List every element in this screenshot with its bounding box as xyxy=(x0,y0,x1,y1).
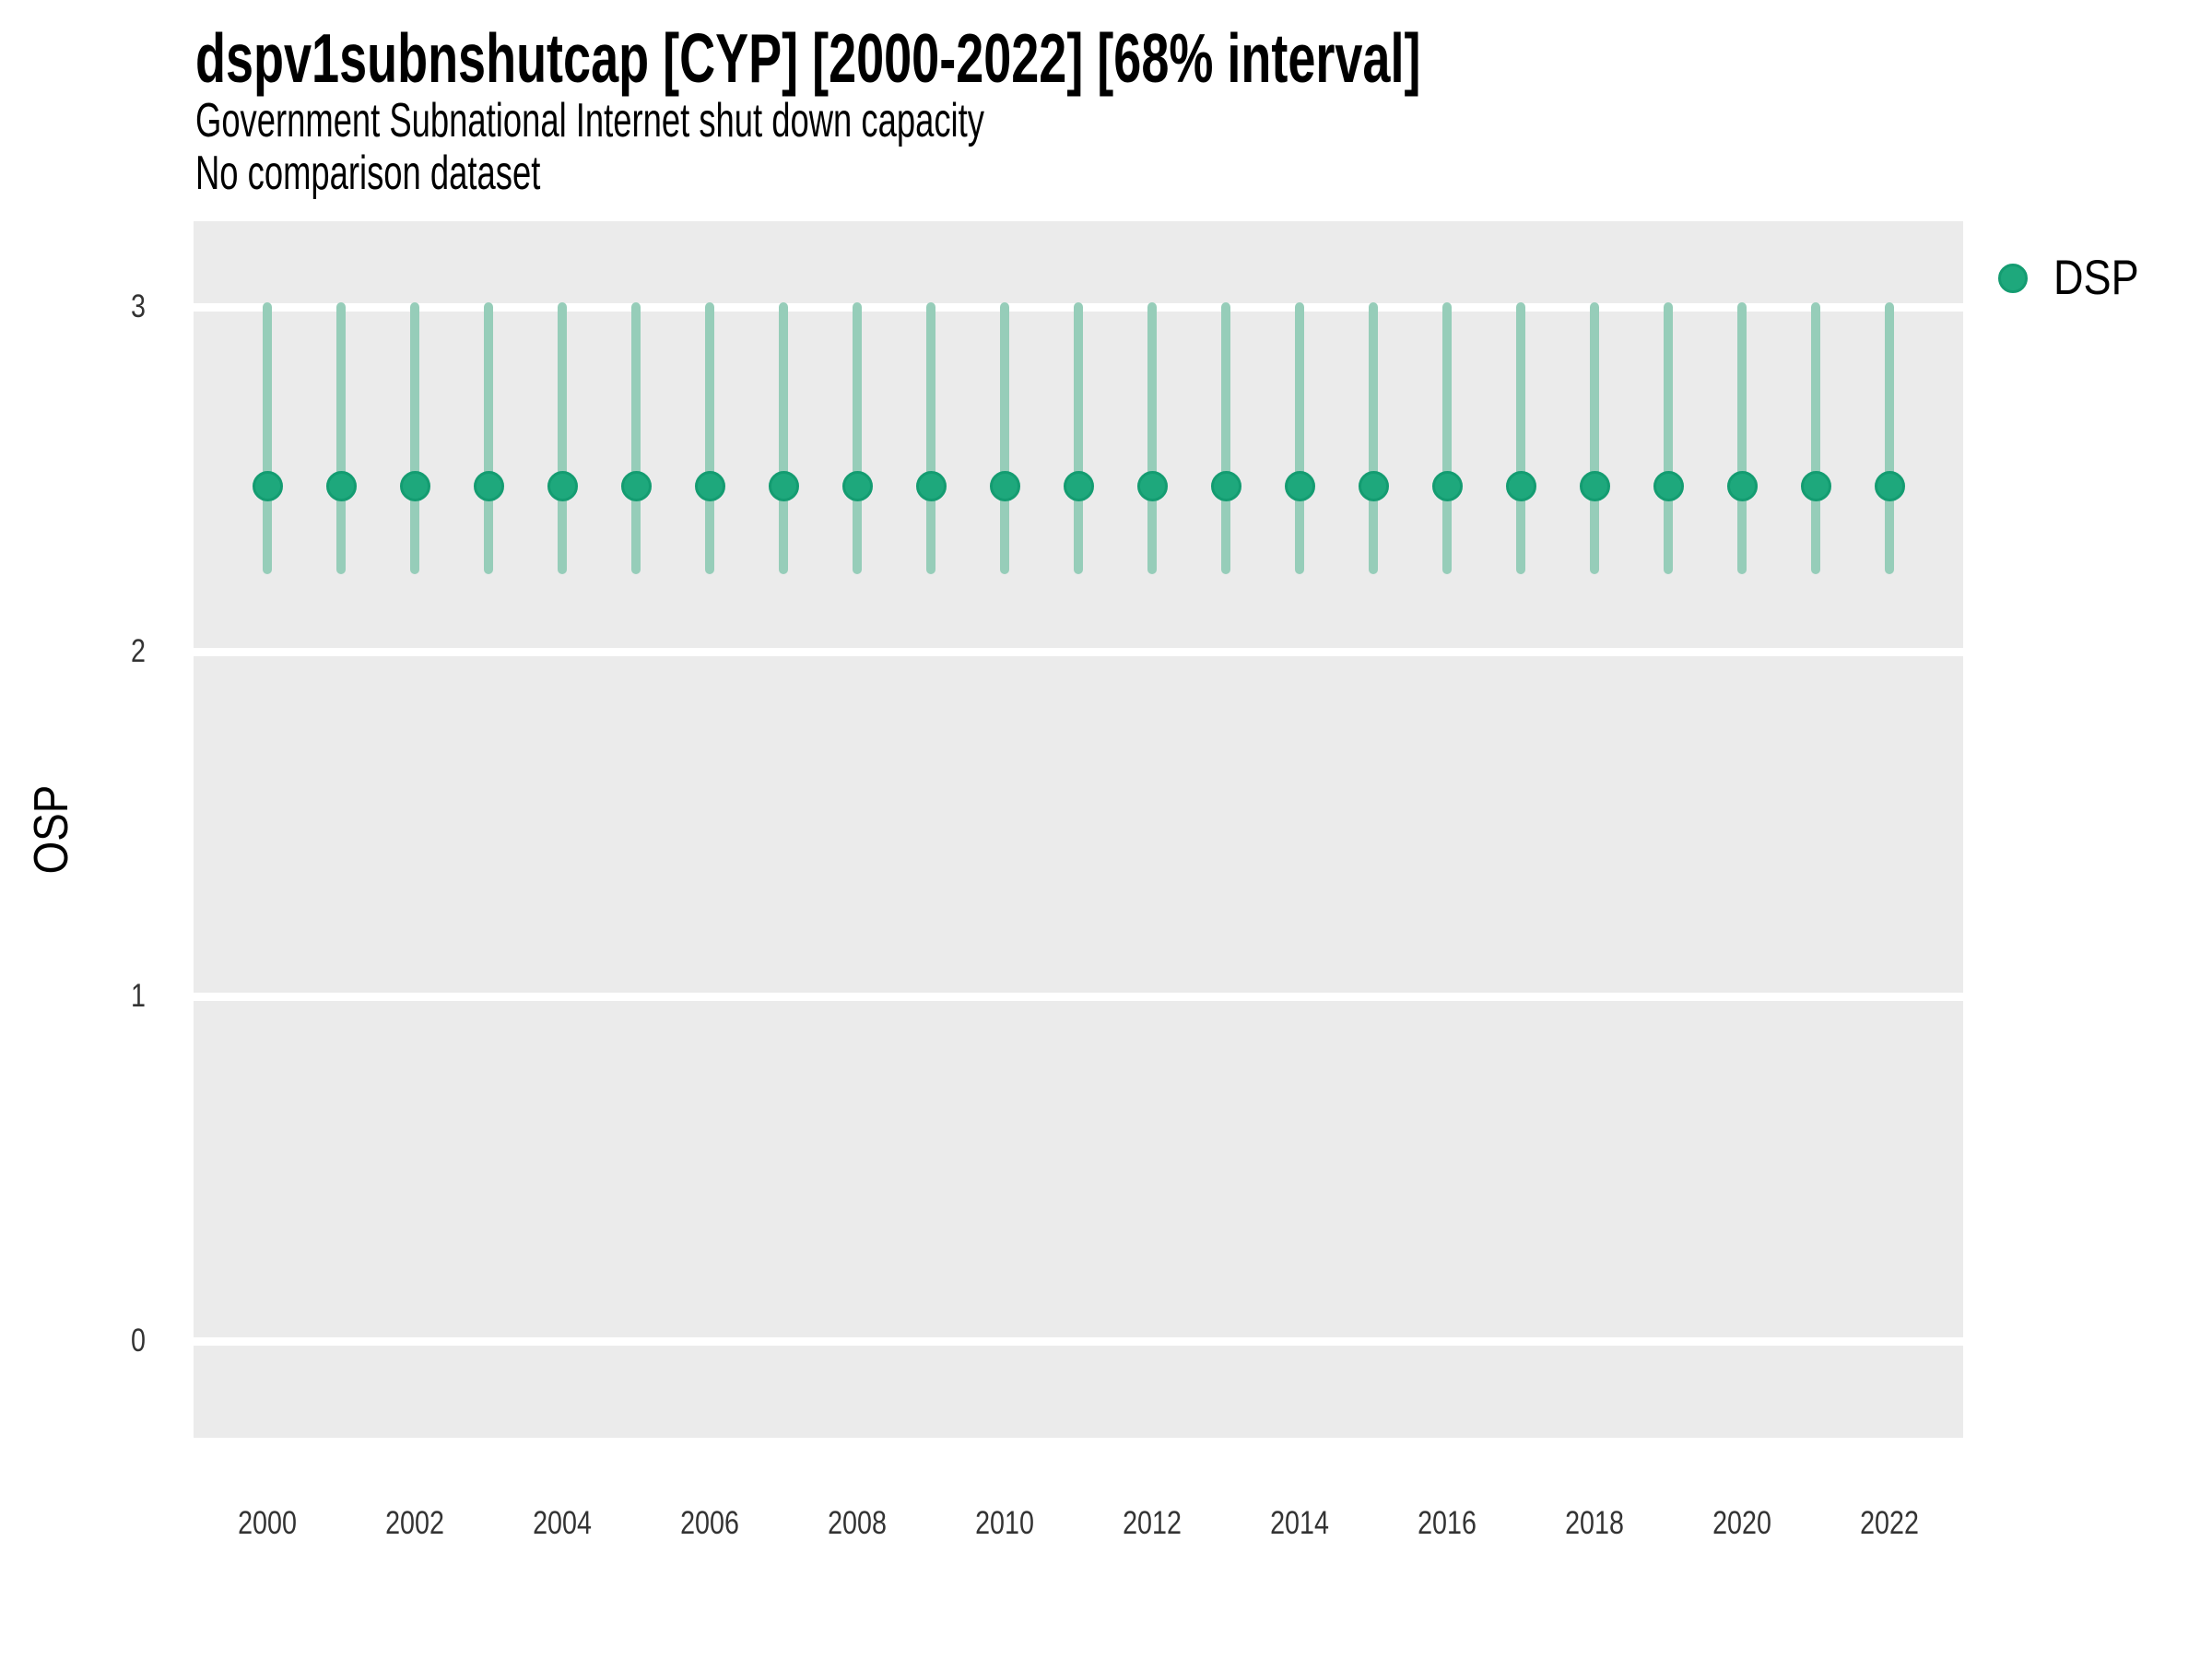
gridline-y-0 xyxy=(194,1336,1963,1346)
point-marker-2004 xyxy=(547,471,578,502)
point-marker-2012 xyxy=(1136,471,1168,502)
point-marker-2014 xyxy=(1284,471,1315,502)
interval-bar-2001 xyxy=(336,302,346,574)
point-marker-2019 xyxy=(1653,471,1684,502)
plot-panel xyxy=(194,221,1963,1438)
gridline-y-2 xyxy=(194,647,1963,656)
legend: DSP xyxy=(1991,249,2212,304)
x-tick-label-2010: 2010 xyxy=(975,1505,1034,1541)
point-marker-2010 xyxy=(989,471,1020,502)
x-tick-label-2002: 2002 xyxy=(385,1505,444,1541)
point-marker-2016 xyxy=(1431,471,1463,502)
x-tick-label-2014: 2014 xyxy=(1270,1505,1329,1541)
interval-bar-2013 xyxy=(1221,302,1230,574)
interval-bar-2000 xyxy=(263,302,272,574)
x-tick-label-2004: 2004 xyxy=(533,1505,592,1541)
point-marker-2000 xyxy=(252,471,283,502)
interval-bar-2007 xyxy=(779,302,788,574)
point-marker-2005 xyxy=(620,471,652,502)
x-tick-label-2016: 2016 xyxy=(1418,1505,1477,1541)
x-tick-label-2012: 2012 xyxy=(1123,1505,1182,1541)
point-marker-2011 xyxy=(1063,471,1094,502)
interval-bar-2006 xyxy=(705,302,714,574)
point-marker-2021 xyxy=(1800,471,1831,502)
interval-bar-2004 xyxy=(558,302,567,574)
x-tick-label-2008: 2008 xyxy=(828,1505,887,1541)
y-tick-label-3: 3 xyxy=(131,288,146,325)
point-marker-2008 xyxy=(841,471,873,502)
chart-note: No comparison dataset xyxy=(195,147,541,200)
y-tick-label-2: 2 xyxy=(131,633,146,670)
interval-bar-2018 xyxy=(1590,302,1599,574)
legend-label: DSP xyxy=(2053,251,2139,305)
legend-point-icon xyxy=(1998,264,2028,293)
interval-bar-2021 xyxy=(1811,302,1820,574)
point-marker-2015 xyxy=(1358,471,1389,502)
interval-bar-2019 xyxy=(1664,302,1673,574)
interval-bar-2010 xyxy=(1000,302,1009,574)
interval-bar-2012 xyxy=(1147,302,1157,574)
interval-bar-2011 xyxy=(1074,302,1083,574)
y-tick-label-1: 1 xyxy=(131,978,146,1015)
interval-bar-2022 xyxy=(1885,302,1894,574)
x-tick-label-2000: 2000 xyxy=(238,1505,297,1541)
x-tick-label-2018: 2018 xyxy=(1565,1505,1624,1541)
interval-bar-2020 xyxy=(1737,302,1747,574)
point-marker-2018 xyxy=(1579,471,1610,502)
interval-bar-2017 xyxy=(1516,302,1525,574)
y-tick-label-0: 0 xyxy=(131,1323,146,1359)
point-marker-2001 xyxy=(325,471,357,502)
interval-bar-2002 xyxy=(410,302,419,574)
point-marker-2003 xyxy=(473,471,504,502)
x-tick-label-2022: 2022 xyxy=(1860,1505,1919,1541)
y-axis-title: OSP xyxy=(25,784,78,875)
interval-bar-2003 xyxy=(484,302,493,574)
interval-bar-2009 xyxy=(926,302,935,574)
chart-title: dspv1subnshutcap [CYP] [2000-2022] [68% … xyxy=(195,19,1421,97)
point-marker-2020 xyxy=(1726,471,1758,502)
gridline-y-1 xyxy=(194,992,1963,1001)
point-marker-2013 xyxy=(1210,471,1241,502)
point-marker-2007 xyxy=(768,471,799,502)
point-marker-2017 xyxy=(1505,471,1536,502)
chart-subtitle: Government Subnational Internet shut dow… xyxy=(195,94,984,147)
interval-bar-2005 xyxy=(631,302,641,574)
point-marker-2002 xyxy=(399,471,430,502)
interval-bar-2016 xyxy=(1442,302,1452,574)
interval-bar-2014 xyxy=(1295,302,1304,574)
point-marker-2006 xyxy=(694,471,725,502)
interval-bar-2008 xyxy=(853,302,862,574)
point-marker-2009 xyxy=(915,471,947,502)
interval-bar-2015 xyxy=(1369,302,1378,574)
x-tick-label-2020: 2020 xyxy=(1712,1505,1771,1541)
point-marker-2022 xyxy=(1874,471,1905,502)
x-tick-label-2006: 2006 xyxy=(680,1505,739,1541)
